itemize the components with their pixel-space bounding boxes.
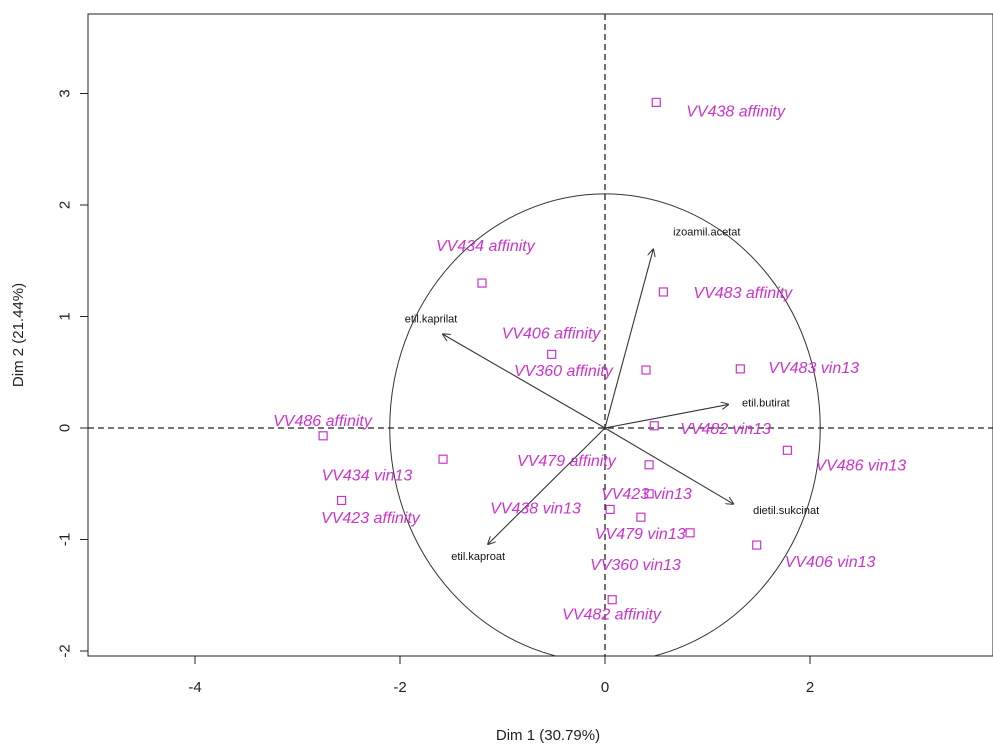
data-point-marker	[438, 454, 448, 464]
data-point-label: VV438 vin13	[490, 500, 581, 517]
y-tick-label: 3	[56, 89, 73, 97]
variable-label: dietil.sukcinat	[753, 505, 819, 517]
variable-arrow	[443, 334, 606, 429]
variable-arrow	[604, 405, 728, 429]
data-point-marker	[605, 504, 615, 514]
y-axis-title: Dim 2 (21.44%)	[10, 283, 27, 387]
label-layer: izoamil.acetat etil.kaprilat etil.butirat d…	[273, 103, 906, 623]
variable-label: etil.butirat	[742, 398, 790, 410]
data-point-marker	[649, 421, 659, 431]
axes-layer: -4 -2 0 2 -2 -1 0 1 2 3	[56, 89, 814, 696]
variable-label: etil.kaprilat	[405, 313, 458, 325]
data-point-marker	[658, 287, 669, 297]
data-point-marker	[636, 512, 646, 522]
data-point-label: VV483 affinity	[693, 285, 793, 302]
x-tick-label: -4	[188, 679, 201, 696]
x-axis-title: Dim 1 (30.79%)	[496, 727, 600, 744]
x-tick-label: 2	[806, 679, 814, 696]
data-point-marker	[641, 365, 651, 375]
x-tick-label: 0	[601, 679, 609, 696]
data-point-label: VV486 affinity	[273, 413, 373, 430]
data-point-marker	[685, 528, 695, 538]
x-tick-label: -2	[393, 679, 406, 696]
data-point-label: VV423 vin13	[601, 486, 692, 503]
data-point-label: VV434 affinity	[436, 238, 536, 255]
data-point-label: VV479 affinity	[517, 453, 617, 470]
data-point-label: VV406 affinity	[502, 325, 602, 342]
plot-layer	[88, 14, 993, 656]
data-point-label: VV482 vin13	[680, 421, 771, 438]
plot-frame	[87, 13, 993, 657]
data-point-marker	[477, 278, 487, 288]
data-point-label: VV438 affinity	[686, 103, 786, 120]
data-point-marker	[607, 595, 617, 605]
data-point-label: VV360 vin13	[590, 557, 681, 574]
data-point-label: VV434 vin13	[322, 467, 413, 484]
variable-arrow	[488, 427, 606, 544]
data-point-marker	[318, 431, 328, 441]
y-tick-label: 0	[56, 424, 73, 432]
data-point-label: VV482 affinity	[562, 607, 662, 624]
data-point-label: VV479 vin13	[595, 526, 686, 543]
data-point-label: VV360 affinity	[514, 363, 614, 380]
data-point-marker	[644, 460, 654, 470]
data-point-marker	[782, 445, 793, 455]
data-point-marker	[547, 349, 557, 360]
data-point-label: VV483 vin13	[768, 360, 859, 377]
data-point-label: VV423 affinity	[321, 510, 421, 527]
variable-label: izoamil.acetat	[673, 227, 740, 239]
variable-arrow	[604, 427, 733, 504]
data-point-marker	[644, 489, 654, 499]
data-point-label: VV406 vin13	[785, 554, 876, 571]
data-point-marker	[651, 97, 661, 108]
variable-arrow	[604, 250, 653, 429]
y-tick-label: -2	[56, 644, 73, 657]
variable-label: etil.kaproat	[451, 551, 505, 563]
data-point-marker	[752, 540, 762, 550]
data-point-marker	[336, 495, 347, 506]
y-tick-label: 2	[56, 201, 73, 209]
data-point-marker	[735, 364, 745, 374]
y-tick-label: 1	[56, 312, 73, 320]
y-tick-label: -1	[56, 533, 73, 546]
data-point-label: VV486 vin13	[815, 457, 906, 474]
